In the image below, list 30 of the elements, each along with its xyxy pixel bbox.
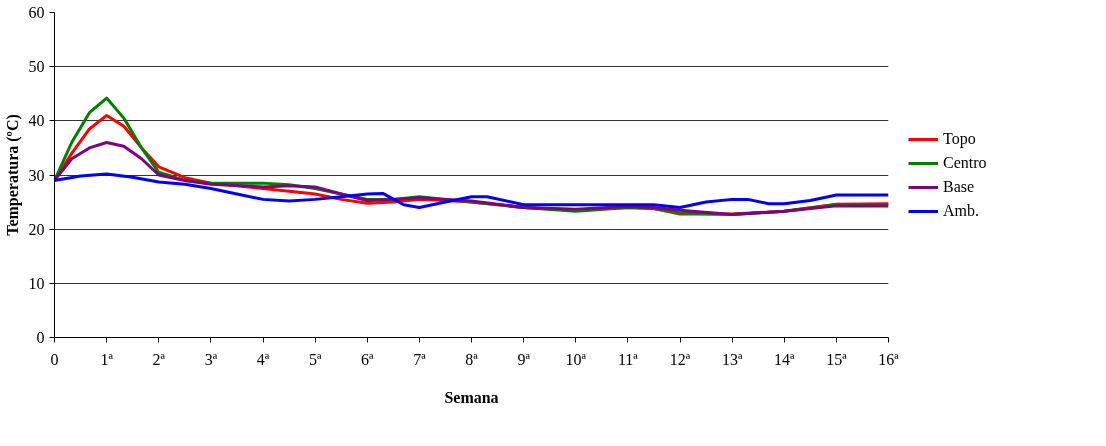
x-axis-title: Semana xyxy=(444,388,499,406)
x-tick-label: 5ª xyxy=(308,350,322,368)
x-tick-label: 8ª xyxy=(465,350,479,368)
y-tick-label: 30 xyxy=(28,166,45,184)
x-tick-label: 0 xyxy=(50,350,59,368)
x-tick-label: 1ª xyxy=(100,350,114,368)
y-tick-label: 50 xyxy=(28,58,45,76)
x-tick-label: 11ª xyxy=(617,350,639,368)
x-tick-label: 13ª xyxy=(721,350,743,368)
y-tick-label: 40 xyxy=(28,112,45,130)
x-tick-label: 7ª xyxy=(413,350,427,368)
x-tick-label: 2ª xyxy=(152,350,166,368)
y-tick-label: 10 xyxy=(28,274,45,292)
y-tick-label: 60 xyxy=(28,4,45,21)
legend-label: Centro xyxy=(943,153,987,172)
legend-label: Topo xyxy=(943,129,976,148)
y-tick-label: 0 xyxy=(36,329,45,346)
x-tick-label: 4ª xyxy=(256,350,270,368)
y-tick-label: 20 xyxy=(28,220,45,238)
x-tick-label: 10ª xyxy=(565,350,587,368)
y-axis-title: Temperatura (ºC) xyxy=(3,114,22,236)
x-tick-label: 12ª xyxy=(669,350,691,368)
x-tick-label: 15ª xyxy=(826,350,848,368)
x-tick-label: 16ª xyxy=(878,350,900,368)
x-tick-label: 3ª xyxy=(204,350,218,368)
x-tick-label: 14ª xyxy=(774,350,796,368)
x-tick-label: 9ª xyxy=(517,350,531,368)
legend-label: Base xyxy=(943,177,975,196)
legend-label: Amb. xyxy=(943,201,979,220)
x-tick-label: 6ª xyxy=(361,350,375,368)
